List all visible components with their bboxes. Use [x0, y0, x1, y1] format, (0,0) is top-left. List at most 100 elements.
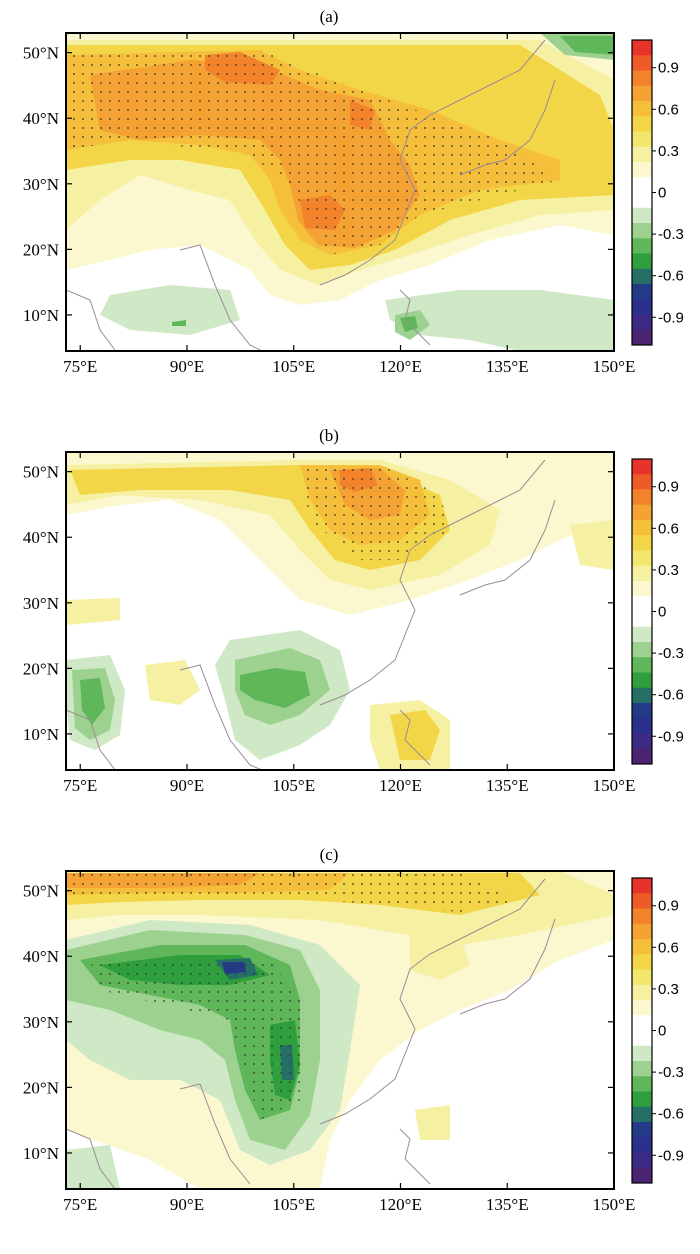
- panel-a-colorbar-segment: [632, 177, 652, 193]
- panel-b-colorbar-segment: [632, 565, 652, 582]
- panel-b-frame: [65, 451, 615, 771]
- panel-b-colorbar: 0.9 0.6 0.3 0 -0.3 -0.6 -0.9: [631, 458, 684, 765]
- panel-c-lat-label: 50°N: [23, 882, 59, 901]
- panel-c-colorbar-segment: [632, 939, 652, 955]
- panel-b: (b) 50°N 40°N 30°N 20°N 10°N 75°E 90°E 105°E 120…: [23, 426, 684, 795]
- panel-a-axes: 50°N 40°N 30°N 20°N 10°N 75°E 90°E 105°E 120°E 13…: [23, 33, 635, 376]
- panel-b-axes: 50°N 40°N 30°N 20°N 10°N 75°E 90°E 105°E 120°E 13…: [23, 452, 635, 795]
- panel-c-lon-label: 135°E: [486, 1195, 529, 1214]
- panel-c-map: [66, 871, 614, 1189]
- panel-a-colorbar-label: -0.3: [658, 226, 684, 243]
- panel-a-colorbar-segment: [632, 131, 652, 148]
- panel-a-colorbar-label: 0.6: [658, 101, 679, 118]
- panel-c-lon-label: 105°E: [272, 1195, 315, 1214]
- panel-c-colorbar-segment: [632, 878, 652, 894]
- panel-c-colorbar: 0.9 0.6 0.3 0 -0.3 -0.6 -0.9: [631, 877, 684, 1184]
- panel-a-colorbar-label: 0.9: [658, 60, 679, 77]
- panel-a-colorbar-segment: [632, 284, 652, 300]
- panel-b-colorbar-segment: [632, 642, 652, 658]
- panel-c-label: (c): [320, 845, 339, 864]
- panel-b-lat-label: 40°N: [23, 528, 59, 547]
- panel-c-colorbar-label: 0: [658, 1023, 666, 1040]
- panel-a-colorbar-label: -0.6: [658, 268, 684, 285]
- panel-a-label: (a): [320, 7, 339, 26]
- panel-c-lat-label: 40°N: [23, 947, 59, 966]
- panel-a-colorbar: 0.9 0.6 0.3 0 -0.3 -0.6 -0.9: [631, 39, 684, 346]
- panel-c-lat-label: 10°N: [23, 1144, 59, 1163]
- panel-c-colorbar-segment: [632, 1137, 652, 1153]
- panel-b-lat-label: 10°N: [23, 725, 59, 744]
- panel-b-colorbar-label: 0.9: [658, 479, 679, 496]
- panel-b-colorbar-segment: [632, 672, 652, 689]
- panel-c-colorbar-label: -0.9: [658, 1147, 684, 1164]
- panel-a-colorbar-segment: [632, 101, 652, 117]
- panel-c-colorbar-label: 0.9: [658, 898, 679, 915]
- panel-b-lon-label: 135°E: [486, 776, 529, 795]
- panel-c-colorbar-segment: [632, 954, 652, 970]
- panel-c-colorbar-segment: [632, 1091, 652, 1108]
- panel-b-colorbar-label: 0: [658, 604, 666, 621]
- panel-b-colorbar-segment: [632, 611, 652, 628]
- panel-a-colorbar-segment: [632, 116, 652, 132]
- panel-a-colorbar-segment: [632, 329, 652, 346]
- panel-b-label: (b): [319, 426, 339, 445]
- panel-c-colorbar-segment: [632, 969, 652, 986]
- panel-a-colorbar-segment: [632, 162, 652, 178]
- panel-a-lon-label: 150°E: [593, 357, 636, 376]
- panel-a-lon-label: 135°E: [486, 357, 529, 376]
- panel-c-lon-label: 150°E: [593, 1195, 636, 1214]
- panel-a-colorbar-segment: [632, 70, 652, 87]
- panel-a-lon-label: 90°E: [170, 357, 204, 376]
- panel-c-colorbar-segment: [632, 1061, 652, 1077]
- panel-b-colorbar-label: -0.9: [658, 728, 684, 745]
- panel-b-colorbar-segment: [632, 489, 652, 506]
- panel-a-colorbar-segment: [632, 85, 652, 102]
- panel-a-colorbar-segment: [632, 314, 652, 331]
- panel-b-colorbar-segment: [632, 520, 652, 536]
- panel-a-lat-label: 40°N: [23, 109, 59, 128]
- panel-c-lon-label: 75°E: [63, 1195, 97, 1214]
- panel-c-colorbar-segment: [632, 923, 652, 940]
- panel-b-lon-label: 75°E: [63, 776, 97, 795]
- panel-a-colorbar-segment: [632, 40, 652, 56]
- panel-c-frame: [65, 870, 615, 1190]
- panel-b-colorbar-label: -0.6: [658, 687, 684, 704]
- panel-a-lon-label: 75°E: [63, 357, 97, 376]
- panel-c-colorbar-segment: [632, 908, 652, 925]
- panel-a-colorbar-segment: [632, 238, 652, 254]
- panel-b-colorbar-label: 0.6: [658, 520, 679, 537]
- panel-a-colorbar-segment: [632, 299, 652, 315]
- panel-c-colorbar-segment: [632, 1076, 652, 1092]
- panel-b-lat-label: 50°N: [23, 463, 59, 482]
- panel-a-colorbar-label: -0.9: [658, 309, 684, 326]
- panel-c: (c) 50°N40°N30°N20°N10°N75°E 90°E 10: [23, 845, 684, 1214]
- panel-c-colorbar-segment: [632, 1000, 652, 1016]
- panel-b-colorbar-segment: [632, 718, 652, 734]
- panel-b-colorbar-label: 0.3: [658, 562, 679, 579]
- panel-a-colorbar-segment: [632, 223, 652, 239]
- panel-c-colorbar-segment: [632, 1030, 652, 1047]
- panel-a-colorbar-segment: [632, 253, 652, 270]
- panel-b-colorbar-segment: [632, 703, 652, 719]
- panel-c-colorbar-segment: [632, 1167, 652, 1184]
- panel-b-colorbar-segment: [632, 581, 652, 597]
- panel-c-colorbar-segment: [632, 984, 652, 1001]
- panel-c-colorbar-segment: [632, 893, 652, 909]
- panel-a-colorbar-label: 0.3: [658, 143, 679, 160]
- panel-a-lat-label: 50°N: [23, 44, 59, 63]
- panel-b-colorbar-segment: [632, 550, 652, 567]
- panel-b-colorbar-segment: [632, 459, 652, 475]
- panel-b-colorbar-segment: [632, 687, 652, 704]
- panel-c-lon-label: 120°E: [379, 1195, 422, 1214]
- panel-a: (a) 50°N40°N30°N20°N10°N75°: [23, 7, 684, 376]
- panel-c-colorbar-label: 0.3: [658, 981, 679, 998]
- panel-b-lon-label: 90°E: [170, 776, 204, 795]
- panel-b-colorbar-segment: [632, 626, 652, 643]
- panel-b-lat-label: 20°N: [23, 659, 59, 678]
- panel-b-colorbar-segment: [632, 474, 652, 490]
- panel-a-colorbar-segment: [632, 207, 652, 224]
- panel-c-colorbar-segment: [632, 1106, 652, 1123]
- panel-c-axes: 50°N 40°N 30°N 20°N 10°N 75°E 90°E 105°E 120°E 13…: [23, 871, 635, 1214]
- panel-a-map: [66, 33, 614, 351]
- panel-a-colorbar-label: 0: [658, 185, 666, 202]
